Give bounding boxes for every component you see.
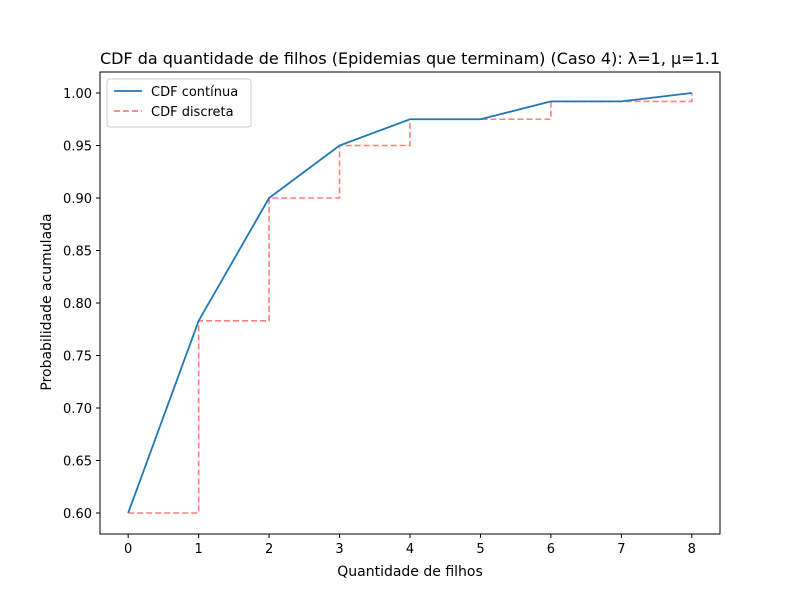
y-tick-label: 0.95 [63, 140, 92, 155]
y-tick-label: 0.60 [63, 507, 92, 522]
chart-title: CDF da quantidade de filhos (Epidemias q… [100, 49, 720, 68]
y-axis-ticks: 0.60 0.65 0.70 0.75 0.80 0.85 0.90 0.95 1.00 [63, 87, 100, 522]
x-tick-label: 0 [124, 542, 132, 557]
x-axis-ticks: 0 1 2 3 4 5 6 7 8 [124, 534, 696, 557]
x-tick-label: 1 [194, 542, 202, 557]
y-tick-label: 0.65 [63, 455, 92, 470]
y-tick-label: 0.70 [63, 402, 92, 417]
plot-series [127, 92, 693, 514]
y-tick-label: 0.85 [63, 245, 92, 260]
legend: CDF contínua CDF discreta [106, 78, 252, 128]
y-tick-label: 0.90 [63, 192, 92, 207]
legend-label-continuous: CDF contínua [151, 85, 238, 100]
x-tick-label: 3 [335, 542, 343, 557]
x-tick-label: 4 [406, 542, 414, 557]
x-tick-label: 7 [617, 542, 625, 557]
series-cdf-discrete [128, 93, 693, 514]
legend-box [106, 78, 252, 128]
y-tick-label: 0.75 [63, 350, 92, 365]
legend-label-discrete: CDF discreta [151, 105, 234, 120]
x-tick-label: 5 [476, 542, 484, 557]
y-axis-label: Probabilidade acumulada [39, 213, 55, 390]
series-cdf-continuous [127, 92, 692, 514]
x-tick-label: 2 [265, 542, 273, 557]
y-tick-label: 0.80 [63, 297, 92, 312]
x-tick-label: 6 [547, 542, 555, 557]
x-tick-label: 8 [688, 542, 696, 557]
x-axis-label: Quantidade de filhos [337, 564, 483, 580]
plot-frame [99, 71, 721, 535]
y-tick-label: 1.00 [63, 87, 92, 102]
